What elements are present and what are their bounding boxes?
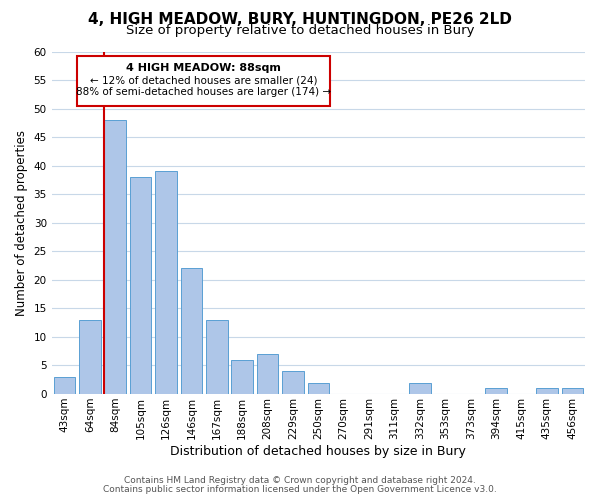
Bar [79,320,101,394]
Text: ← 12% of detached houses are smaller (24): ← 12% of detached houses are smaller (24… [89,76,317,86]
Bar [104,120,126,394]
Text: Contains HM Land Registry data © Crown copyright and database right 2024.: Contains HM Land Registry data © Crown c… [124,476,476,485]
Y-axis label: Number of detached properties: Number of detached properties [15,130,28,316]
Bar [155,172,177,394]
Bar [308,382,329,394]
Bar [409,382,431,394]
Text: 4, HIGH MEADOW, BURY, HUNTINGDON, PE26 2LD: 4, HIGH MEADOW, BURY, HUNTINGDON, PE26 2… [88,12,512,28]
Bar [206,320,227,394]
Bar [282,371,304,394]
Bar [53,377,75,394]
Text: 4 HIGH MEADOW: 88sqm: 4 HIGH MEADOW: 88sqm [126,64,281,74]
Bar [562,388,583,394]
FancyBboxPatch shape [77,56,330,106]
Bar [181,268,202,394]
Text: 88% of semi-detached houses are larger (174) →: 88% of semi-detached houses are larger (… [76,88,331,98]
Bar [130,177,151,394]
Bar [485,388,507,394]
X-axis label: Distribution of detached houses by size in Bury: Distribution of detached houses by size … [170,444,466,458]
Text: Size of property relative to detached houses in Bury: Size of property relative to detached ho… [126,24,474,37]
Bar [536,388,557,394]
Text: Contains public sector information licensed under the Open Government Licence v3: Contains public sector information licen… [103,484,497,494]
Bar [232,360,253,394]
Bar [257,354,278,394]
